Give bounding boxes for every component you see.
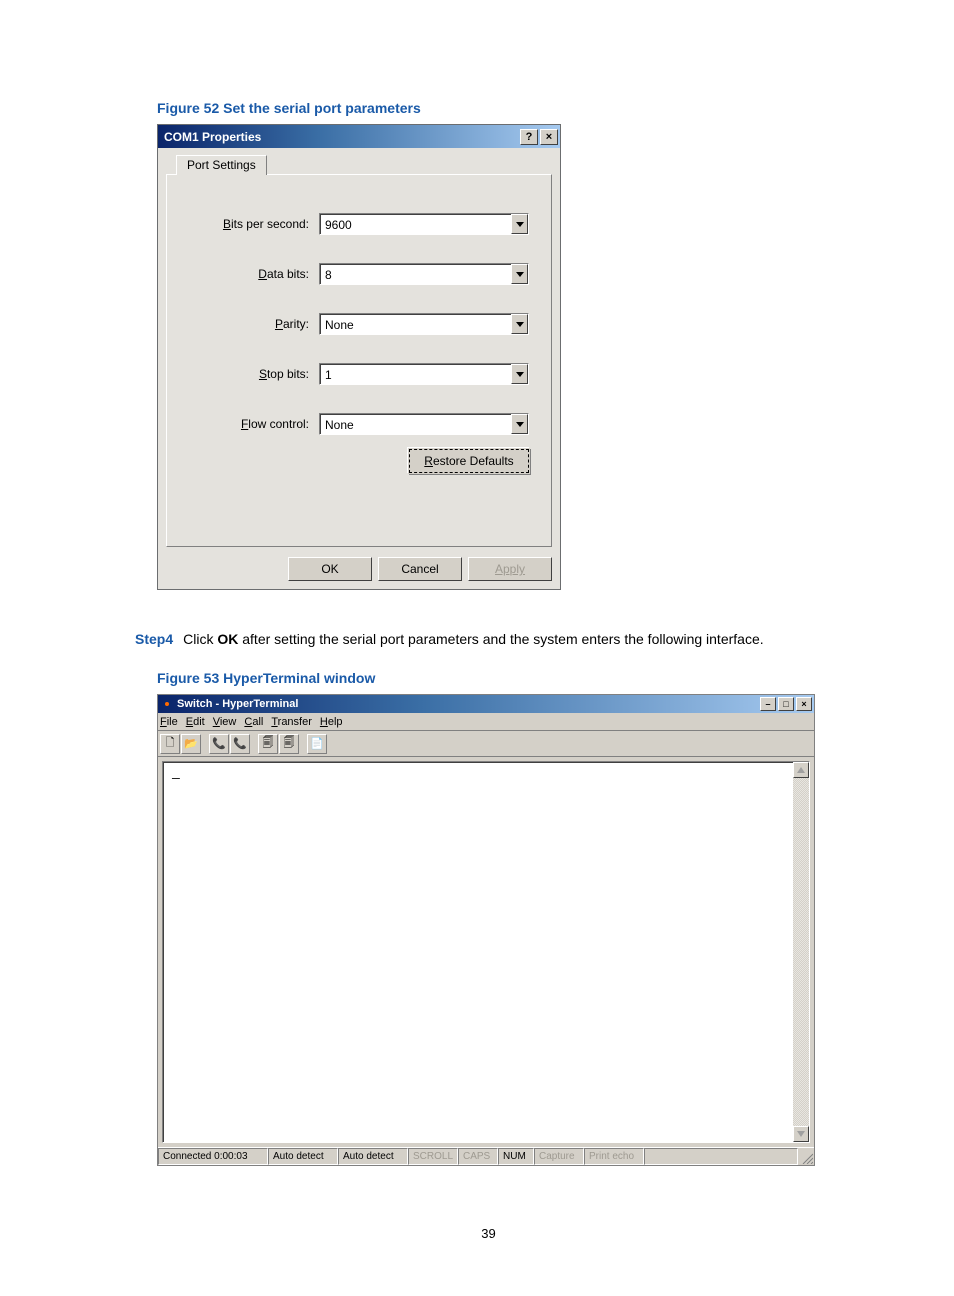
port-settings-panel: Bits per second: 9600 Data bits: 8 Parit… (166, 174, 552, 547)
menu-help[interactable]: Help (320, 716, 343, 728)
scroll-up-icon[interactable] (793, 762, 809, 778)
menu-transfer[interactable]: Transfer (271, 716, 312, 728)
terminal-area[interactable]: — (163, 762, 793, 1142)
statusbar: Connected 0:00:03 Auto detect Auto detec… (158, 1147, 814, 1165)
step4-text: Step4Click OK after setting the serial p… (135, 628, 842, 650)
scroll-down-icon[interactable] (793, 1126, 809, 1142)
receive-icon[interactable]: 🗐 (279, 734, 299, 754)
maximize-icon[interactable]: □ (778, 697, 794, 711)
hangup-icon[interactable]: 📞 (230, 734, 250, 754)
ok-button[interactable]: OK (288, 557, 372, 581)
figure-52-caption: Figure 52 Set the serial port parameters (157, 100, 842, 116)
ht-title: Switch - HyperTerminal (177, 698, 760, 710)
ht-titlebar: Switch - HyperTerminal – □ × (158, 695, 814, 713)
scrollbar[interactable] (793, 762, 809, 1142)
label-flow-control: Flow control: (189, 417, 319, 431)
minimize-icon[interactable]: – (760, 697, 776, 711)
call-icon[interactable]: 📞 (209, 734, 229, 754)
parity-value: None (320, 314, 511, 334)
scroll-track[interactable] (793, 778, 809, 1126)
stop-bits-value: 1 (320, 364, 511, 384)
menubar: File Edit View Call Transfer Help (158, 713, 814, 731)
label-parity: Parity: (189, 317, 319, 331)
data-bits-combo[interactable]: 8 (319, 263, 529, 285)
status-scroll: SCROLL (408, 1148, 458, 1165)
help-icon[interactable]: ? (520, 129, 538, 145)
bits-per-second-value: 9600 (320, 214, 511, 234)
chevron-down-icon[interactable] (511, 414, 528, 434)
open-icon[interactable]: 📂 (181, 734, 201, 754)
chevron-down-icon[interactable] (511, 364, 528, 384)
toolbar: 🗋 📂 📞 📞 🗐 🗐 📄 (158, 731, 814, 757)
com1-properties-dialog: COM1 Properties ? × Port Settings Bits p… (157, 124, 561, 590)
menu-file[interactable]: File (160, 716, 178, 728)
bits-per-second-combo[interactable]: 9600 (319, 213, 529, 235)
status-autodetect2: Auto detect (338, 1148, 408, 1165)
status-printecho: Print echo (584, 1148, 644, 1165)
status-num: NUM (498, 1148, 534, 1165)
dialog-titlebar: COM1 Properties ? × (158, 125, 560, 148)
properties-icon[interactable]: 📄 (307, 734, 327, 754)
status-filler (644, 1148, 798, 1165)
apply-button: Apply (468, 557, 552, 581)
close-icon[interactable]: × (796, 697, 812, 711)
stop-bits-combo[interactable]: 1 (319, 363, 529, 385)
figure-53-caption: Figure 53 HyperTerminal window (157, 670, 842, 686)
page-number: 39 (135, 1226, 842, 1241)
status-connected: Connected 0:00:03 (158, 1148, 268, 1165)
menu-view[interactable]: View (213, 716, 237, 728)
data-bits-value: 8 (320, 264, 511, 284)
resize-grip-icon[interactable] (798, 1148, 814, 1165)
label-data-bits: Data bits: (189, 267, 319, 281)
flow-control-combo[interactable]: None (319, 413, 529, 435)
dialog-title: COM1 Properties (164, 130, 520, 144)
cancel-button[interactable]: Cancel (378, 557, 462, 581)
tab-port-settings[interactable]: Port Settings (176, 155, 267, 175)
menu-edit[interactable]: Edit (186, 716, 205, 728)
status-capture: Capture (534, 1148, 584, 1165)
chevron-down-icon[interactable] (511, 314, 528, 334)
restore-defaults-button[interactable]: Restore Defaults (409, 449, 529, 473)
parity-combo[interactable]: None (319, 313, 529, 335)
send-icon[interactable]: 🗐 (258, 734, 278, 754)
chevron-down-icon[interactable] (511, 264, 528, 284)
label-bits-per-second: Bits per second: (189, 217, 319, 231)
flow-control-value: None (320, 414, 511, 434)
menu-call[interactable]: Call (244, 716, 263, 728)
app-icon (160, 697, 174, 711)
label-stop-bits: Stop bits: (189, 367, 319, 381)
chevron-down-icon[interactable] (511, 214, 528, 234)
status-autodetect1: Auto detect (268, 1148, 338, 1165)
new-icon[interactable]: 🗋 (160, 734, 180, 754)
close-icon[interactable]: × (540, 129, 558, 145)
hyperterminal-window: Switch - HyperTerminal – □ × File Edit V… (157, 694, 815, 1166)
status-caps: CAPS (458, 1148, 498, 1165)
